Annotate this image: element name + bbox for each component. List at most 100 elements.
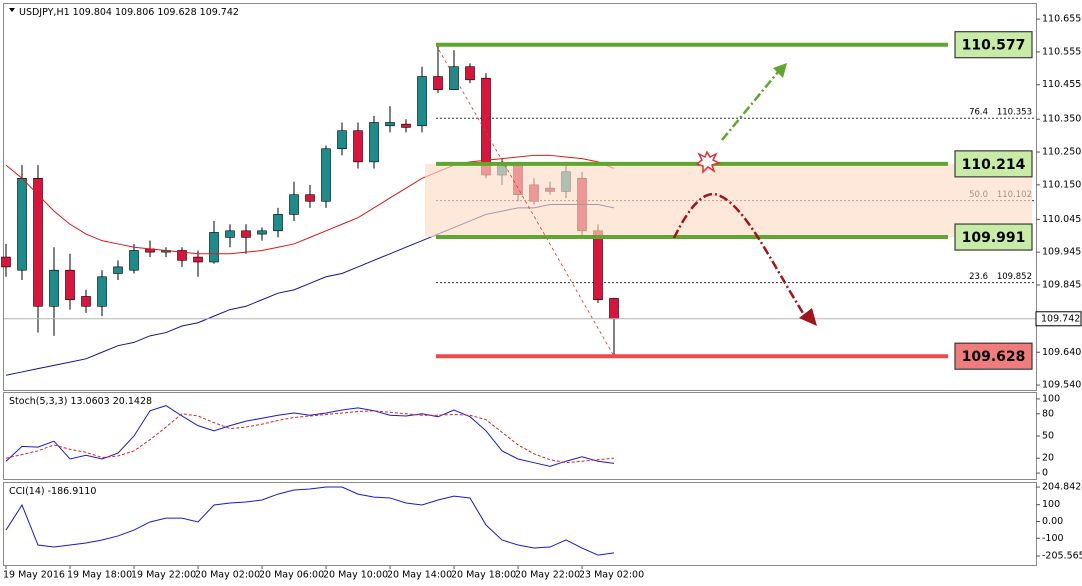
candle-body [33, 177, 43, 307]
menu-triangle [9, 8, 15, 12]
fib-value: 109.852 [997, 272, 1032, 282]
y-tick-label: 110.150 [1042, 179, 1081, 190]
indicator-line [5, 410, 615, 464]
candle-body [177, 250, 187, 261]
candle-body [609, 298, 619, 320]
y-tick-label: 110.250 [1042, 147, 1081, 158]
y-tick-label: 20 [1042, 453, 1054, 464]
moving-average [5, 154, 615, 255]
y-tick-label: 109.640 [1042, 347, 1081, 358]
stoch-title: Stoch(5,3,3) [9, 396, 67, 407]
current-price-label: 109.742 [1041, 313, 1080, 324]
y-tick-label: 0.00 [1042, 516, 1063, 527]
candle-body [129, 250, 139, 271]
candle-body [209, 232, 219, 263]
x-tick-label: 23 May 02:00 [579, 570, 644, 581]
candle-body [65, 269, 75, 301]
y-tick-label: 110.350 [1042, 114, 1081, 125]
level-label: 110.214 [962, 157, 1026, 173]
candle-body [113, 266, 123, 274]
candle-body [353, 130, 363, 163]
candle-body [369, 122, 379, 163]
stoch-header: Stoch(5,3,3) 13.0603 20.1428 [9, 396, 152, 407]
level-label: 110.577 [962, 38, 1026, 54]
y-tick-label: 110.455 [1042, 79, 1081, 90]
candle-body [273, 214, 283, 232]
y-tick-label: 110.655 [1042, 14, 1081, 25]
breakout-star [695, 150, 722, 174]
level-label: 109.991 [962, 230, 1026, 246]
level-box [954, 31, 1033, 59]
y-tick-label: 80 [1042, 408, 1054, 419]
level-box [954, 342, 1033, 370]
stoch-main-value: 13.0603 [70, 396, 109, 407]
candle-body [289, 194, 299, 215]
y-tick-label: -100 [1042, 533, 1064, 544]
y-tick-label: 110.045 [1042, 214, 1081, 225]
indicator-line [5, 486, 615, 556]
y-tick-label: 109.845 [1042, 279, 1081, 290]
candle-body [385, 122, 395, 127]
candle-body [337, 130, 347, 150]
candle-body [593, 230, 603, 301]
header-open: 109.804 [73, 7, 112, 18]
x-tick-label: 20 May 06:00 [259, 570, 324, 581]
candle-body [225, 230, 235, 238]
header-low: 109.628 [157, 7, 196, 18]
x-tick-label: 20 May 14:00 [387, 570, 452, 581]
fib-value: 110.353 [997, 108, 1032, 118]
candle-body [193, 256, 203, 263]
fib-percent: 23.6 [969, 272, 988, 282]
header-high: 109.806 [115, 7, 154, 18]
candle-body [433, 76, 443, 90]
candle-body [417, 76, 427, 127]
candle-body [97, 276, 107, 307]
x-tick-label: 20 May 02:00 [195, 570, 260, 581]
down-arrow-head [799, 308, 817, 326]
cci-header: CCI(14) -186.9110 [9, 486, 96, 497]
candle-body [17, 177, 27, 271]
candle-body [49, 269, 59, 307]
y-tick-label: 110.555 [1042, 46, 1081, 57]
stoch-signal-value: 20.1428 [113, 396, 152, 407]
fib-percent: 76.4 [969, 108, 988, 118]
up-arrow-head [773, 63, 787, 78]
current-price-box [1035, 311, 1082, 327]
y-tick-label: 0 [1042, 468, 1048, 479]
support-zone [425, 163, 1032, 238]
y-tick-label: 100 [1042, 393, 1060, 404]
forecast-arrows [672, 63, 817, 326]
level-box [954, 223, 1033, 251]
y-tick-label: 100 [1042, 499, 1060, 510]
up-arrow [721, 71, 779, 141]
candle-body [257, 230, 267, 235]
y-tick-label: 50 [1042, 431, 1054, 442]
chart-header: USDJPY,H1 109.804 109.806 109.628 109.74… [19, 7, 239, 18]
candle-body [401, 123, 411, 128]
indicator-line [5, 405, 615, 467]
candle-body [241, 230, 251, 238]
x-tick-label: 19 May 22:00 [131, 570, 196, 581]
candle-body [81, 296, 91, 307]
y-tick-label: -205.5659 [1042, 551, 1082, 562]
down-arrow [672, 192, 808, 319]
candle-body [305, 194, 315, 202]
cci-value: -186.9110 [48, 486, 97, 497]
y-tick-label: 204.8424 [1042, 482, 1082, 493]
stoch-panel [3, 392, 1037, 480]
x-tick-label: 20 May 18:00 [451, 570, 516, 581]
candle-body [449, 66, 459, 90]
candle-body [1, 256, 11, 268]
candle-body [465, 66, 475, 81]
x-tick-label: 20 May 10:00 [323, 570, 388, 581]
x-tick-label: 20 May 22:00 [515, 570, 580, 581]
x-tick-label: 19 May 18:00 [67, 570, 132, 581]
x-tick-label: 19 May 2016 [3, 570, 65, 581]
y-tick-label: 109.945 [1042, 247, 1081, 258]
y-tick-label: 109.540 [1042, 380, 1081, 391]
cci-title: CCI(14) [9, 486, 45, 497]
cci-panel [3, 482, 1037, 566]
level-box [954, 150, 1033, 178]
symbol: USDJPY,H1 [19, 7, 70, 18]
